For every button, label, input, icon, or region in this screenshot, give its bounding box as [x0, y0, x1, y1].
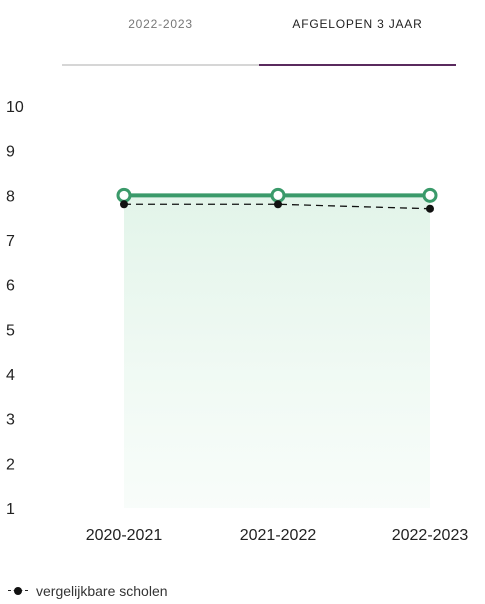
- data-point[interactable]: [116, 187, 132, 203]
- x-tick-label: 2022-2023: [392, 527, 469, 544]
- data-point[interactable]: [422, 187, 438, 203]
- y-tick-label: 1: [6, 501, 15, 518]
- legend-label: vergelijkbare scholen: [36, 583, 168, 599]
- data-point[interactable]: [120, 200, 128, 209]
- y-tick-label: 5: [6, 322, 15, 339]
- tab-label: AFGELOPEN 3 JAAR: [292, 17, 423, 31]
- period-tabs: 2022-2023 AFGELOPEN 3 JAAR: [62, 0, 456, 68]
- y-tick-label: 9: [6, 144, 15, 161]
- area-layer: [124, 195, 430, 508]
- y-axis: 1 2 3 4 5 6 7 8 9 10: [6, 99, 24, 518]
- x-axis: 2020-2021 2021-2022 2022-2023: [86, 527, 469, 544]
- y-tick-label: 8: [6, 188, 15, 205]
- data-point[interactable]: [270, 187, 286, 203]
- y-tick-label: 6: [6, 278, 15, 295]
- x-tick-label: 2021-2022: [240, 527, 317, 544]
- series-line: [124, 203, 431, 210]
- dashed-line-dot-icon: [8, 585, 28, 597]
- line-chart: 1 2 3 4 5 6 7 8 9 10 2020-2021 2021-2022 2022-2023: [6, 99, 469, 544]
- points-layer: [116, 187, 438, 213]
- tab-2022-2023[interactable]: 2022-2023: [62, 0, 259, 66]
- data-point[interactable]: [426, 204, 434, 213]
- x-tick-label: 2020-2021: [86, 527, 163, 544]
- tab-label: 2022-2023: [128, 17, 193, 31]
- series-area: [124, 195, 430, 508]
- y-tick-label: 10: [6, 99, 24, 116]
- y-tick-label: 7: [6, 233, 15, 250]
- y-tick-label: 2: [6, 456, 15, 473]
- tab-underline: [259, 64, 456, 66]
- y-tick-label: 4: [6, 367, 15, 384]
- y-tick-label: 3: [6, 412, 15, 429]
- tab-underline: [62, 64, 259, 66]
- tab-afgelopen-3-jaar[interactable]: AFGELOPEN 3 JAAR: [259, 0, 456, 66]
- data-point[interactable]: [274, 200, 282, 209]
- legend: vergelijkbare scholen: [8, 581, 168, 601]
